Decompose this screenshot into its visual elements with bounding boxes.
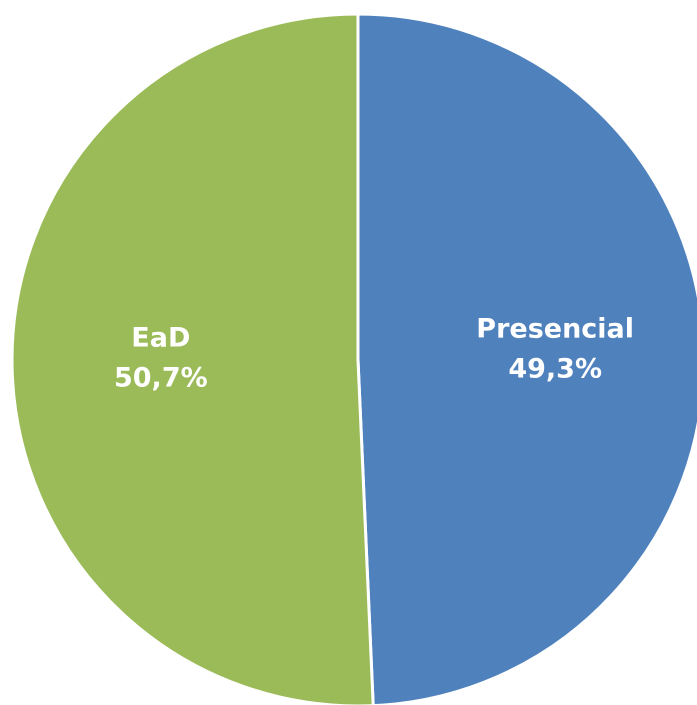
slice-name-label: Presencial	[476, 314, 634, 345]
pie-labels: Presencial 49,3% EaD 50,7%	[114, 314, 634, 394]
slice-name-label: EaD	[131, 322, 190, 353]
pie-slices	[10, 12, 697, 705]
slice-percent-label: 49,3%	[508, 354, 602, 385]
pie-slice-ead	[10, 12, 375, 705]
slice-percent-label: 50,7%	[114, 362, 208, 393]
pie-slice-presencial	[356, 12, 697, 705]
